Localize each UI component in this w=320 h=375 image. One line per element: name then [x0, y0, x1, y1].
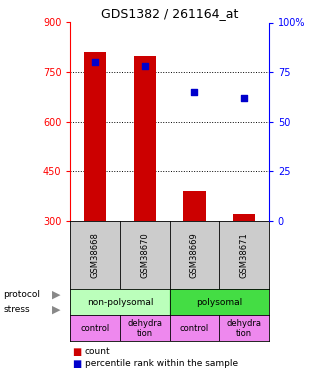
Bar	[183, 191, 205, 221]
Text: ▶: ▶	[52, 304, 60, 314]
Text: ■: ■	[72, 359, 81, 369]
Point	[93, 59, 98, 65]
Text: GSM38671: GSM38671	[239, 232, 249, 278]
Text: percentile rank within the sample: percentile rank within the sample	[85, 359, 238, 368]
Point	[242, 95, 247, 101]
Point	[192, 89, 197, 95]
Bar	[84, 52, 106, 221]
Text: GSM38670: GSM38670	[140, 232, 149, 278]
Text: non-polysomal: non-polysomal	[87, 298, 153, 307]
Text: ▶: ▶	[52, 290, 60, 299]
Bar	[70, 290, 170, 315]
Text: count: count	[85, 347, 110, 356]
Text: polysomal: polysomal	[196, 298, 242, 307]
Text: dehydra
tion: dehydra tion	[227, 319, 261, 338]
Text: dehydra
tion: dehydra tion	[127, 319, 162, 338]
Text: control: control	[180, 324, 209, 333]
Text: GSM38669: GSM38669	[190, 232, 199, 278]
Text: protocol: protocol	[3, 290, 40, 299]
Bar	[233, 214, 255, 221]
Bar	[134, 56, 156, 221]
Bar	[170, 290, 269, 315]
Title: GDS1382 / 261164_at: GDS1382 / 261164_at	[101, 7, 238, 20]
Text: stress: stress	[3, 305, 30, 314]
Point	[142, 63, 148, 69]
Text: GSM38668: GSM38668	[91, 232, 100, 278]
Text: ■: ■	[72, 347, 81, 357]
Text: control: control	[81, 324, 110, 333]
